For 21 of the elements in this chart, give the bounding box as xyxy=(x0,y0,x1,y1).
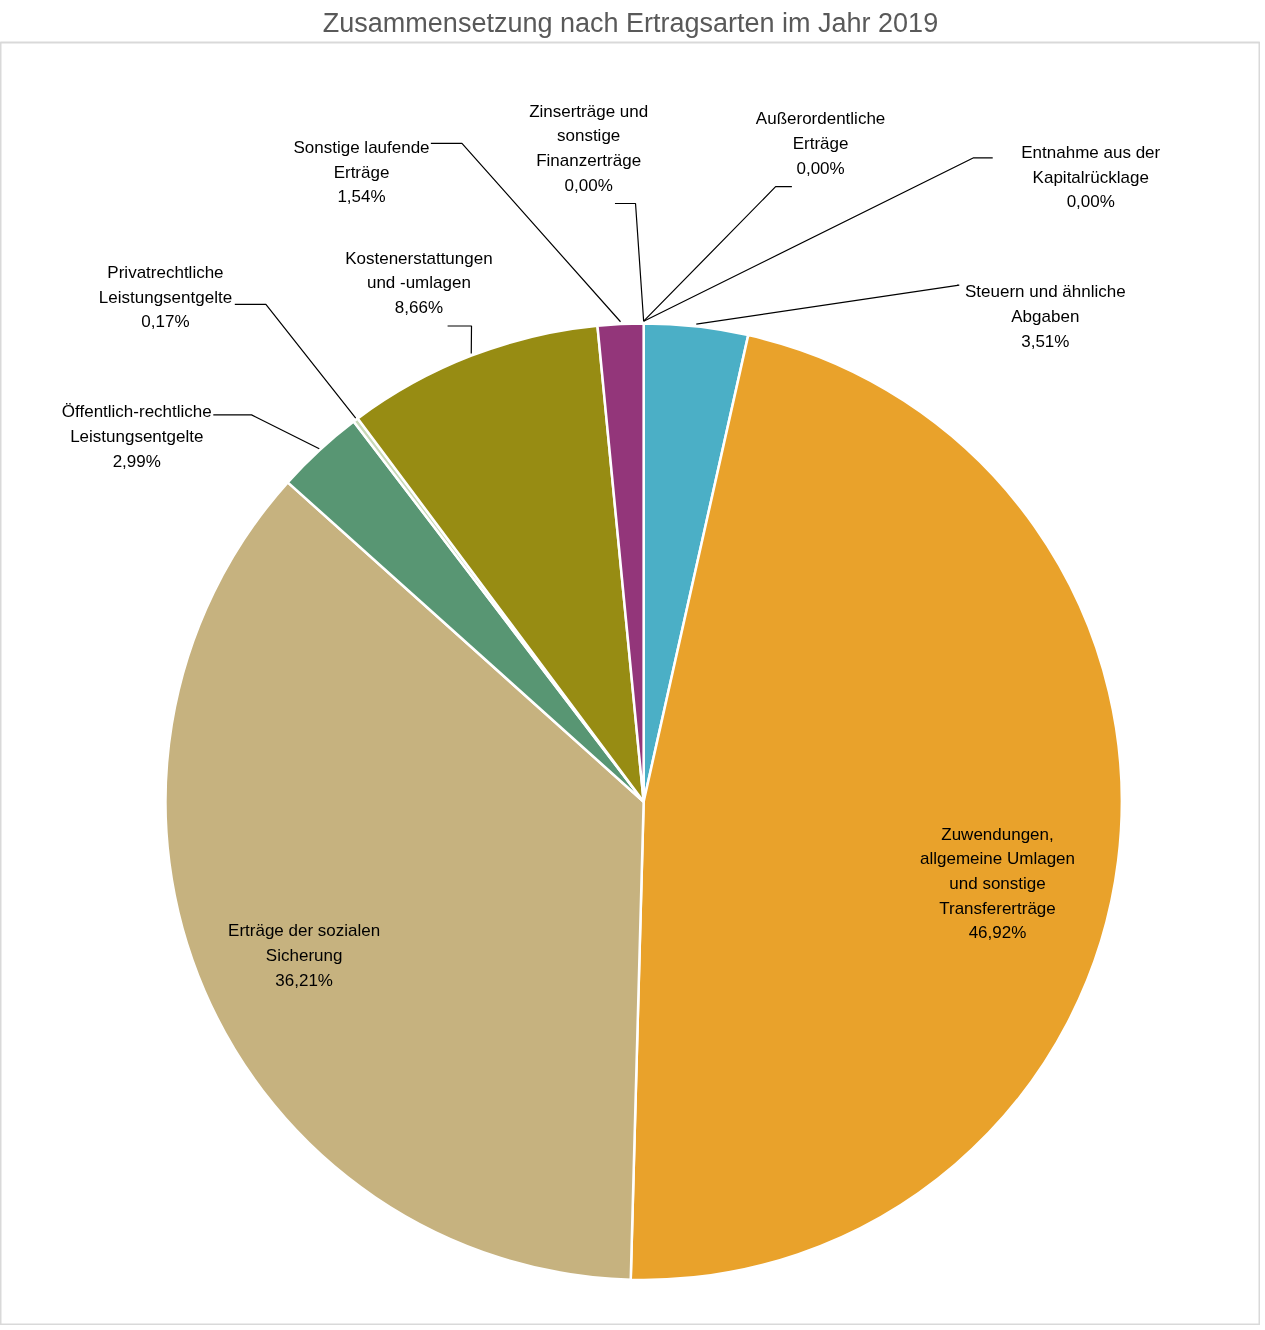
slice-label: Kostenerstattungen und -umlagen xyxy=(345,248,493,293)
text: 0,00% xyxy=(564,175,613,195)
data-label: 46,92% xyxy=(968,923,1027,943)
data-label: 1,54% xyxy=(337,187,386,207)
slice-label: Zuwendungen, allgemeine Umlagen und sonstige Transfererträge xyxy=(920,824,1075,918)
category-label: Zinserträge und sonstige Finanzerträge xyxy=(529,101,649,171)
data-label: 0,17% xyxy=(141,312,190,332)
data-label: 36,21% xyxy=(275,970,333,990)
slice-label: Privatrechtliche Leistungsentgelte xyxy=(98,262,233,307)
slice-label: Sonstige laufende Erträge xyxy=(293,138,430,182)
slice-label: Öffentlich-rechtliche Leistungsentgelte xyxy=(61,402,212,447)
slice-label: Steuern und ähnliche Abgaben xyxy=(964,282,1126,326)
slice-label: Erträge der sozialen Sicherung xyxy=(228,921,381,965)
text: 0,00% xyxy=(1066,192,1115,212)
data-label: 3,51% xyxy=(1021,331,1070,351)
data-label: 2,99% xyxy=(112,451,161,471)
category-label: Entnahme aus der Kapitalrücklage xyxy=(1021,142,1161,187)
category-label: Außerordentliche Erträge xyxy=(755,109,886,153)
data-label: 8,66% xyxy=(394,297,444,317)
chart-title: Zusammensetzung nach Ertragsarten im Jahr 2019 xyxy=(322,7,939,38)
text: 0,00% xyxy=(796,158,845,178)
